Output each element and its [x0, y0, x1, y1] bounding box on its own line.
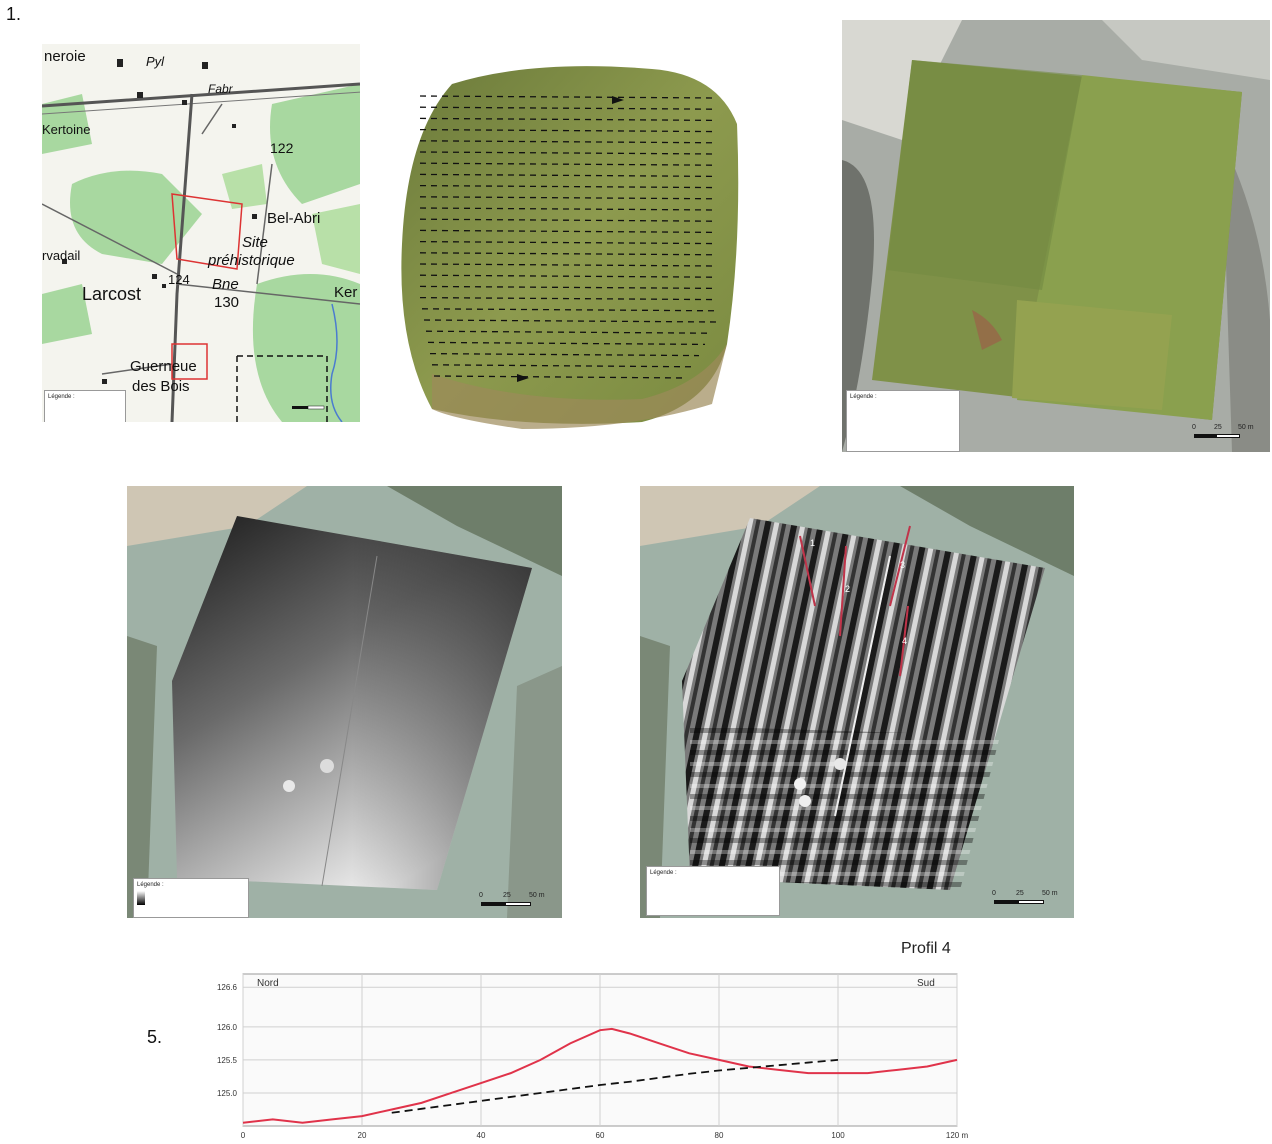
flight-line: [419, 95, 718, 99]
flight-line: [419, 106, 718, 110]
map-place-pyl: Pyl: [146, 54, 165, 69]
x-tick-label: 40: [477, 1131, 486, 1140]
profile-north-label: Nord: [257, 978, 279, 989]
orthophoto-legend: Légende :: [846, 390, 960, 452]
map-place-kertoine: Kertoine: [42, 122, 91, 137]
map-place-bel-abri: Bel-Abri: [267, 210, 321, 227]
flight-line: [419, 263, 718, 267]
anomaly-marker-2: 2: [845, 584, 851, 594]
scale-50m: 50 m: [1042, 890, 1058, 897]
flight-line: [427, 341, 706, 346]
flight-line: [429, 352, 700, 357]
map-elevation-122: 122: [270, 140, 294, 156]
flight-plan-drawing: [401, 66, 739, 429]
map-place-neroie: neroie: [44, 48, 86, 65]
map-place-guerneue: Guerneue: [130, 358, 197, 375]
elevation-model-drawing: [127, 486, 562, 918]
anomaly-legend: Légende :: [646, 866, 780, 916]
map-place-fabr: Fabr: [208, 82, 233, 96]
y-tick-label: 125.5: [217, 1056, 238, 1065]
flight-line: [419, 296, 718, 301]
y-tick-label: 126.6: [217, 983, 238, 992]
panel-1-label: 1.: [6, 4, 22, 24]
x-tick-label: 60: [596, 1131, 605, 1140]
map-place-site: Site: [242, 234, 268, 251]
map-place-prehistorique: préhistorique: [208, 252, 295, 269]
anomaly-marker-4: 4: [902, 636, 908, 646]
anomaly-legend-title: Légende :: [650, 870, 677, 876]
flight-line: [419, 140, 718, 144]
elevation-model-panel: Légende : 0 25 50 m: [127, 486, 562, 918]
scale-0: 0: [992, 890, 996, 897]
scale-50m: 50 m: [529, 892, 545, 899]
x-tick-label: 0: [241, 1131, 246, 1140]
orthophoto-scale: 0 25 50 m: [1192, 424, 1262, 444]
flight-line: [419, 218, 718, 222]
flight-line: [419, 229, 718, 234]
topo-map-drawing: [42, 59, 360, 422]
profile-series-line: [242, 1027, 958, 1124]
scale-25: 25: [1016, 890, 1024, 897]
flight-line: [419, 162, 718, 166]
x-tick-label: 80: [715, 1131, 724, 1140]
flight-line: [419, 285, 718, 290]
profile-chart: 0 20 40 60 80 100 120 m 126.6 126.0 125.5 125.0 Nor…: [217, 973, 969, 1140]
flight-line: [421, 308, 718, 312]
elevation-legend: Légende :: [133, 878, 249, 918]
flight-line: [419, 240, 718, 245]
anomaly-scale: 0 25 50 m: [992, 890, 1067, 910]
topo-legend-title: Légende :: [48, 394, 75, 400]
elevation-legend-title: Légende :: [137, 882, 164, 888]
flight-line: [419, 252, 718, 256]
elevation-scale: 0 25 50 m: [479, 892, 554, 912]
scale-0: 0: [1192, 424, 1196, 431]
topo-map-legend: Légende :: [44, 390, 126, 422]
profile-south-label: Sud: [917, 978, 935, 989]
flight-line: [419, 117, 718, 122]
map-elevation-130: 130: [214, 294, 240, 311]
y-tick-label: 125.0: [217, 1089, 238, 1098]
panel-5-label: 5.: [147, 1027, 163, 1047]
orthophoto-legend-title: Légende :: [850, 394, 877, 400]
anomaly-marker-3: 3: [900, 560, 906, 570]
drone-flight-plan-3d: [372, 44, 752, 434]
flight-line: [419, 173, 718, 178]
topographic-map: neroie Pyl Fabr Kertoine 122 Bel-Abri Si…: [42, 44, 360, 422]
map-place-rvadail: rvadail: [42, 248, 81, 263]
map-place-des-bois: des Bois: [132, 378, 190, 395]
orthophoto-drawing: [842, 20, 1270, 452]
flight-line: [419, 184, 718, 189]
x-tick-label: 20: [358, 1131, 367, 1140]
anomaly-marker-1: 1: [810, 538, 816, 548]
flight-line: [425, 330, 712, 334]
profile-chart-panel: Profil 4 0 20 40 60 80 100 120 m 126.6 126.0 125.…: [185, 930, 985, 1144]
map-place-bne: Bne: [212, 276, 239, 293]
map-elevation-124: 124: [168, 272, 190, 287]
y-tick-label: 126.0: [217, 1023, 238, 1032]
flight-line: [433, 375, 688, 379]
flight-line: [419, 128, 718, 133]
map-place-ker: Ker: [334, 284, 358, 301]
x-tick-label: 120 m: [946, 1131, 969, 1140]
x-tick-label: 100: [831, 1131, 845, 1140]
flight-line: [419, 151, 718, 155]
scale-50m: 50 m: [1238, 424, 1254, 431]
profile-title: Profil 4: [901, 940, 951, 957]
flight-line: [419, 196, 718, 200]
scale-0: 0: [479, 892, 483, 899]
baseline-series-line: [391, 1059, 839, 1114]
flight-line: [419, 207, 718, 211]
scale-25: 25: [1214, 424, 1222, 431]
flight-line: [423, 319, 718, 323]
anomaly-map-drawing: [640, 486, 1074, 918]
flight-line: [419, 274, 718, 278]
orthophoto-panel: Légende : 0 25 50 m: [842, 20, 1270, 452]
anomaly-map-panel: 1 2 3 4 Légende : 0 25 50 m: [640, 486, 1074, 918]
scale-25: 25: [503, 892, 511, 899]
map-place-larcost: Larcost: [82, 284, 142, 304]
